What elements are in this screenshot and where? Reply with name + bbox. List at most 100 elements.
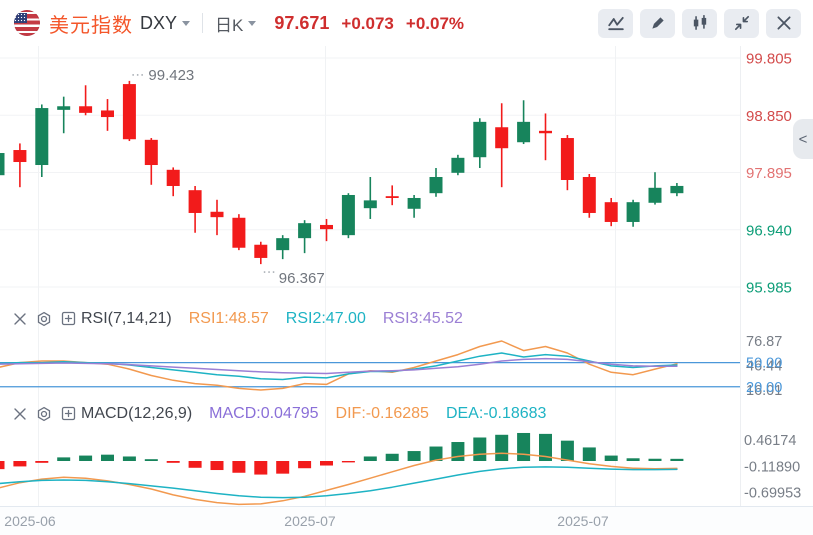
- price-axis-label: 99.805: [746, 51, 792, 68]
- price-value: 97.671: [274, 12, 330, 33]
- rsi-value-2: RSI2:47.00: [285, 309, 366, 327]
- candle-body: [429, 177, 443, 194]
- rsi-band-label: 20.00: [746, 380, 782, 396]
- time-label: 2025-07: [284, 513, 336, 529]
- candle-body: [298, 223, 312, 239]
- rsi-title: RSI(7,14,21): [81, 309, 172, 327]
- price-axis-label: 97.895: [746, 165, 792, 182]
- macd-histogram-bar: [451, 442, 465, 461]
- macd-histogram-bar: [188, 461, 202, 468]
- candlesticks-icon: [693, 15, 706, 30]
- candle-body: [407, 197, 421, 209]
- header-divider: [202, 13, 204, 33]
- expand-plus-icon: [61, 406, 76, 421]
- rsi-line-RSI1: [0, 340, 678, 391]
- settings-icon: [37, 406, 51, 421]
- close-icon: [14, 312, 26, 325]
- header-bar: 美元指数 DXY 日K 97.671 +0.073 +0.07%: [0, 0, 813, 46]
- rsi-value-3: RSI3:45.52: [382, 309, 463, 327]
- rsi-chart-canvas[interactable]: 76.87 46.44 16.01 50.00 20.00: [0, 333, 813, 400]
- macd-histogram-bar: [582, 447, 596, 461]
- price-axis-label: 98.850: [746, 108, 792, 125]
- panel-collapse-handle[interactable]: <: [793, 119, 813, 159]
- candle-body: [341, 194, 355, 236]
- vertical-gridline: [615, 46, 616, 506]
- time-label: 2025-06: [4, 513, 56, 529]
- main-chart-canvas[interactable]: 99.423 96.367 99.805 98.850 97.895 96.940 95.9…: [0, 46, 813, 304]
- symbol-dropdown-caret-icon[interactable]: [182, 20, 191, 26]
- macd-histogram-bar: [232, 461, 246, 473]
- candle-body: [13, 150, 27, 163]
- macd-histogram-bar: [166, 461, 180, 463]
- shrink-button[interactable]: [724, 8, 759, 38]
- price-axis-label: 95.985: [746, 280, 792, 297]
- rsi-axis-label: 16.01: [746, 383, 782, 399]
- price-axis-label: 96.940: [746, 222, 792, 239]
- vertical-gridline: [38, 46, 39, 506]
- rsi-band-label: 50.00: [746, 356, 782, 372]
- time-axis: 2025-06 2025-07 2025-07: [0, 506, 813, 535]
- period-dropdown-caret-icon[interactable]: [248, 20, 257, 26]
- candle-body: [210, 211, 224, 218]
- draw-button[interactable]: [640, 8, 675, 38]
- candle-body: [101, 110, 114, 118]
- macd-chart-canvas[interactable]: 0.46174 -0.11890 -0.69953: [0, 426, 813, 506]
- macd-histogram-bar: [604, 455, 618, 461]
- rsi-axis-label: 46.44: [746, 358, 782, 374]
- rsi-expand-button[interactable]: [61, 311, 76, 326]
- chart-type-button[interactable]: [598, 8, 633, 38]
- candle-body: [0, 153, 5, 176]
- macd-histogram-bar: [341, 461, 355, 463]
- candle-body: [232, 217, 246, 248]
- expand-plus-icon: [61, 311, 76, 326]
- rsi-axis-label: 76.87: [746, 334, 782, 350]
- macd-settings-button[interactable]: [36, 406, 52, 422]
- toolbar: [598, 8, 801, 38]
- price-group: 97.671 +0.073 +0.07%: [274, 13, 464, 34]
- low-price-label: 96.367: [279, 270, 325, 287]
- indicator-button[interactable]: [682, 8, 717, 38]
- macd-close-button[interactable]: [13, 407, 27, 421]
- macd-histogram-bar: [298, 461, 312, 469]
- period-select[interactable]: 日K: [215, 15, 244, 35]
- macd-histogram-bar: [539, 433, 552, 461]
- candle-body: [144, 139, 158, 166]
- macd-expand-button[interactable]: [61, 406, 76, 421]
- macd-axis-label: -0.69953: [744, 486, 801, 502]
- time-label: 2025-07: [557, 513, 609, 529]
- candle-body: [35, 108, 49, 166]
- macd-histogram-bar: [101, 454, 114, 461]
- macd-histogram-bar: [670, 458, 684, 461]
- close-icon: [776, 16, 791, 30]
- settings-icon: [37, 311, 51, 326]
- rsi-settings-button[interactable]: [36, 311, 52, 327]
- candle-body: [451, 157, 465, 173]
- macd-axis-label: 0.46174: [744, 433, 796, 449]
- instrument-title: 美元指数: [49, 14, 133, 37]
- macd-histogram-bar: [210, 461, 224, 471]
- close-button[interactable]: [766, 8, 801, 38]
- high-price-label: 99.423: [148, 67, 194, 84]
- macd-histogram-bar: [254, 461, 268, 475]
- macd-histogram-bar: [517, 432, 531, 461]
- candle-body: [539, 130, 552, 134]
- macd-value-3: DEA:-0.18683: [445, 404, 547, 422]
- candle-body: [254, 244, 268, 258]
- candle-body: [57, 106, 71, 110]
- candle-body: [363, 200, 377, 209]
- candle-body: [648, 187, 662, 203]
- macd-panel-header: MACD(12,26,9) MACD:0.04795 DIF:-0.16285 …: [0, 399, 740, 428]
- pencil-icon: [651, 17, 664, 29]
- rsi-close-button[interactable]: [13, 312, 27, 326]
- price-axis-separator: [740, 46, 741, 506]
- macd-histogram-bar: [122, 456, 136, 461]
- macd-histogram-bar: [473, 437, 487, 461]
- line-chart-icon: [607, 16, 624, 31]
- macd-line-dea: [0, 466, 678, 499]
- macd-histogram-bar: [276, 461, 290, 474]
- candle-body: [320, 224, 333, 230]
- candle-body: [670, 185, 684, 194]
- candle-body: [79, 106, 93, 113]
- macd-title: MACD(12,26,9): [81, 404, 193, 422]
